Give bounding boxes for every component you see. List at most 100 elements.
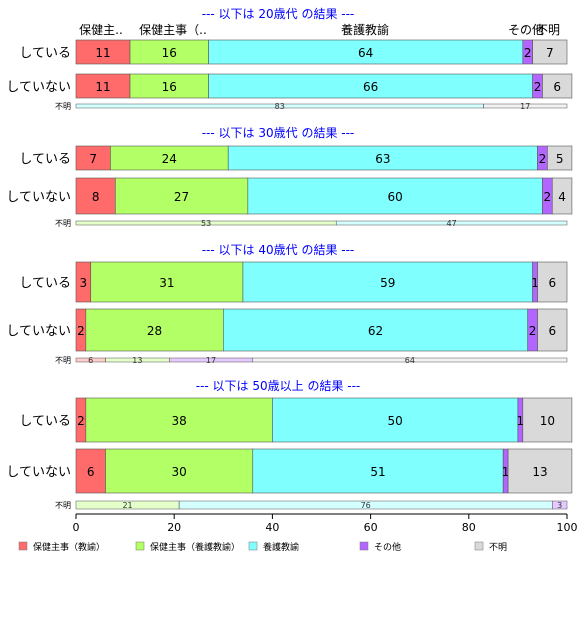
unknown-value-label: 17 [206, 356, 216, 365]
bar-value-label: 7 [546, 46, 554, 60]
category-header-label: 保健主.. [79, 23, 123, 37]
bar-value-label: 59 [380, 276, 395, 290]
category-header-label: その他 [508, 23, 544, 37]
bar-value-label: 66 [363, 80, 378, 94]
x-axis-tick-label: 20 [167, 521, 181, 534]
x-axis-tick-label: 0 [73, 521, 80, 534]
bar-segment [129, 39, 209, 65]
bar-segment [252, 448, 504, 494]
bar-segment [551, 177, 573, 215]
panel-title: --- 以下は 50歳以上 の結果 --- [196, 379, 361, 393]
unknown-value-label: 83 [275, 102, 285, 111]
bar-segment [242, 261, 533, 303]
unknown-value-label: 13 [132, 356, 142, 365]
category-header-label: 不明 [536, 23, 560, 37]
x-axis-tick-label: 100 [557, 521, 578, 534]
row-label: している [19, 276, 71, 291]
x-axis-tick-label: 60 [364, 521, 378, 534]
unknown-bar-segment [335, 220, 568, 226]
bar-segment [75, 177, 116, 215]
legend-label: 不明 [489, 542, 507, 553]
unknown-row-label: 不明 [55, 501, 71, 510]
bar-value-label: 30 [171, 465, 186, 479]
bar-value-label: 1 [517, 414, 525, 428]
bar-value-label: 16 [162, 46, 177, 60]
unknown-value-label: 21 [122, 501, 132, 510]
unknown-row-label: 不明 [55, 356, 71, 365]
bar-value-label: 63 [375, 152, 390, 166]
bar-value-label: 1 [531, 276, 539, 290]
unknown-value-label: 64 [405, 356, 415, 365]
bar-segment [547, 145, 573, 171]
bar-segment [75, 73, 131, 99]
bar-value-label: 2 [539, 152, 547, 166]
bar-value-label: 51 [370, 465, 385, 479]
bar-value-label: 1 [502, 465, 510, 479]
bar-value-label: 60 [388, 190, 403, 204]
bar-value-label: 6 [548, 276, 556, 290]
legend-label: 保健主事（養護教諭） [150, 541, 240, 553]
legend-swatch [135, 541, 145, 551]
row-label: していない [6, 80, 71, 95]
bar-value-label: 4 [558, 190, 566, 204]
legend-label: 養護教諭 [263, 541, 299, 553]
unknown-value-label: 3 [557, 501, 562, 510]
bar-value-label: 6 [548, 324, 556, 338]
bar-value-label: 2 [529, 324, 537, 338]
unknown-value-label: 17 [520, 102, 530, 111]
bar-value-label: 2 [544, 190, 552, 204]
bar-segment [247, 177, 543, 215]
bar-segment [522, 397, 573, 443]
row-label: していない [6, 324, 71, 339]
bar-segment [272, 397, 519, 443]
bar-value-label: 2 [77, 324, 85, 338]
bar-segment [532, 39, 568, 65]
legend-swatch [248, 541, 258, 551]
row-label: している [19, 414, 71, 429]
legend-swatch [359, 541, 369, 551]
unknown-value-label: 47 [447, 219, 457, 228]
bar-segment [85, 308, 224, 352]
bar-value-label: 2 [534, 80, 542, 94]
x-axis-tick-label: 80 [462, 521, 476, 534]
bar-value-label: 6 [553, 80, 561, 94]
row-label: している [19, 46, 71, 61]
row-label: している [19, 152, 71, 167]
bar-value-label: 38 [171, 414, 186, 428]
unknown-bar-segment [552, 500, 568, 510]
bar-segment [227, 145, 538, 171]
bar-value-label: 16 [162, 80, 177, 94]
bar-segment [110, 145, 229, 171]
unknown-row-label: 不明 [55, 102, 71, 111]
bar-segment [223, 308, 529, 352]
bar-value-label: 31 [159, 276, 174, 290]
bar-value-label: 2 [77, 414, 85, 428]
panel-title: --- 以下は 40歳代 の結果 --- [202, 243, 355, 257]
bar-value-label: 11 [95, 80, 110, 94]
bar-value-label: 50 [388, 414, 403, 428]
legend-swatch [474, 541, 484, 551]
category-header-label: 保健主事（.. [139, 23, 207, 37]
bar-value-label: 5 [556, 152, 564, 166]
bar-value-label: 8 [92, 190, 100, 204]
bar-segment [542, 73, 573, 99]
bar-segment [90, 261, 244, 303]
bar-segment [537, 261, 568, 303]
unknown-value-label: 53 [201, 219, 211, 228]
legend-label: 保健主事（教諭） [33, 541, 105, 553]
bar-segment [537, 308, 568, 352]
bar-value-label: 64 [358, 46, 373, 60]
x-axis-tick-label: 40 [265, 521, 279, 534]
bar-value-label: 24 [162, 152, 177, 166]
bar-value-label: 13 [532, 465, 547, 479]
unknown-value-label: 76 [361, 501, 371, 510]
bar-value-label: 10 [540, 414, 555, 428]
bar-segment [75, 145, 111, 171]
bar-segment [507, 448, 573, 494]
bar-segment [114, 177, 249, 215]
unknown-bar-segment [483, 103, 568, 109]
bar-value-label: 2 [524, 46, 532, 60]
bar-segment [75, 448, 106, 494]
row-label: していない [6, 465, 71, 480]
